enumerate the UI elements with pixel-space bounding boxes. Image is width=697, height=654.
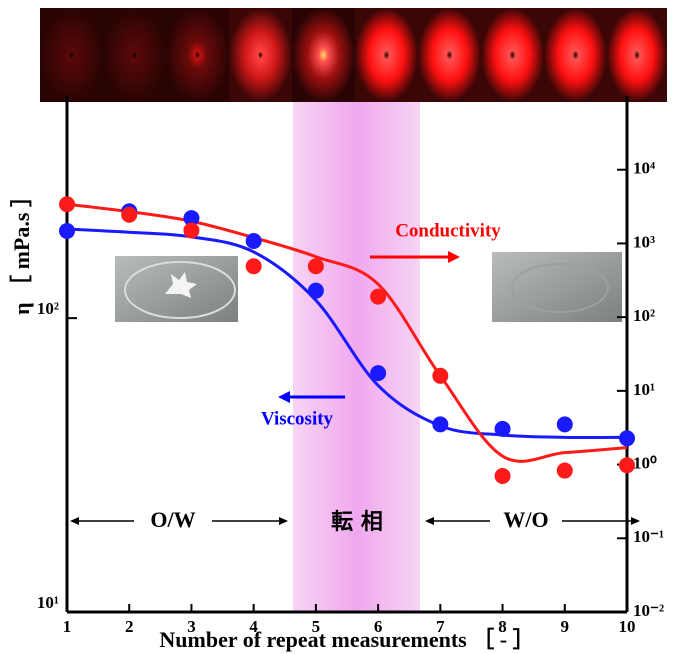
point <box>495 468 511 484</box>
annotation: W/O <box>503 507 548 532</box>
annotation: 転 相 <box>331 509 383 535</box>
annotation: Viscosity <box>261 408 334 429</box>
annotation: Conductivity <box>395 220 501 241</box>
x-tick-label: 9 <box>561 617 570 636</box>
annotation: O/W <box>150 507 195 532</box>
y2-tick-label: 10¹ <box>633 380 655 399</box>
point <box>59 223 75 239</box>
point <box>619 457 635 473</box>
chart: Conductivity Viscosity O/W 転 相 W/O Numbe… <box>0 0 697 654</box>
x-tick-label: 6 <box>374 617 383 636</box>
point <box>495 421 511 437</box>
y-axis-title: η ［ mPa.s ］ <box>9 185 34 315</box>
point <box>557 416 573 432</box>
point <box>59 196 75 212</box>
y2-tick-label: 10⁻² <box>633 601 664 620</box>
point <box>370 365 386 381</box>
point <box>308 258 324 274</box>
x-tick-label: 1 <box>63 617 72 636</box>
y2-tick-label: 10⁰ <box>633 453 657 472</box>
y2-tick-label: 10² <box>633 306 655 325</box>
point <box>121 207 137 223</box>
y-tick-label: 10¹ <box>37 593 59 612</box>
y-tick-label: 10² <box>37 299 59 318</box>
y2-tick-label: 10⁴ <box>633 159 655 178</box>
x-tick-label: 8 <box>498 617 507 636</box>
point <box>619 430 635 446</box>
point <box>246 233 262 249</box>
x-tick-label: 5 <box>312 617 321 636</box>
x-tick-label: 3 <box>187 617 196 636</box>
photo-strip <box>40 8 667 102</box>
x-tick-label: 2 <box>125 617 134 636</box>
point <box>432 368 448 384</box>
point <box>557 463 573 479</box>
x-tick-label: 7 <box>436 617 445 636</box>
point <box>246 258 262 274</box>
y2-tick-label: 10³ <box>633 232 655 251</box>
point <box>432 416 448 432</box>
x-tick-label: 4 <box>249 617 258 636</box>
x-axis-title: Number of repeat measurements ［ - ］ <box>159 627 534 652</box>
point <box>370 289 386 305</box>
point <box>183 222 199 238</box>
point <box>308 283 324 299</box>
y2-tick-label: 10⁻¹ <box>633 527 664 546</box>
